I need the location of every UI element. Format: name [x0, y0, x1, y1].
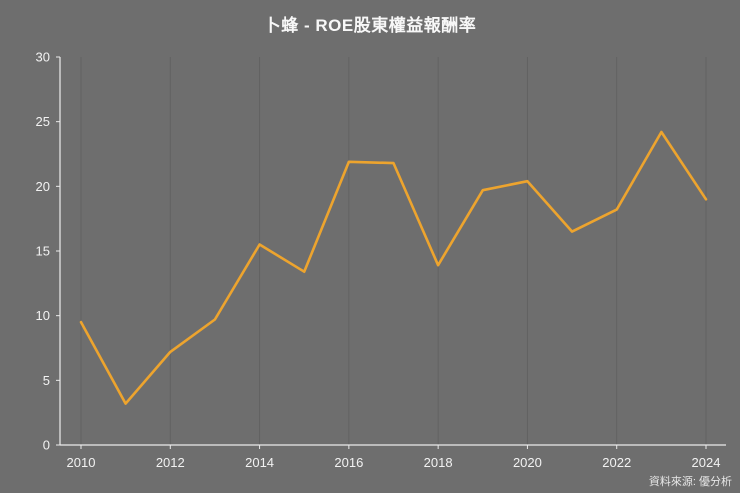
roe-line — [79, 130, 708, 405]
y-tick-label: 10 — [36, 308, 50, 323]
x-tick-label: 2010 — [67, 455, 96, 470]
y-tick-label: 5 — [43, 373, 50, 388]
x-tick-label: 2018 — [424, 455, 453, 470]
x-tick-label: 2014 — [245, 455, 274, 470]
y-tick-label: 30 — [36, 50, 50, 65]
x-tick-label: 2012 — [156, 455, 185, 470]
source-label: 資料來源: 優分析 — [648, 476, 732, 488]
x-tick-label: 2016 — [334, 455, 363, 470]
x-tick-label: 2022 — [602, 455, 631, 470]
y-tick-label: 0 — [43, 438, 50, 453]
y-tick-label: 25 — [36, 114, 50, 129]
x-tick-label: 2024 — [692, 455, 721, 470]
x-tick-label: 2020 — [513, 455, 542, 470]
chart-title: 卜蜂 - ROE股東權益報酬率 — [263, 16, 477, 35]
y-tick-label: 20 — [36, 179, 50, 194]
y-tick-label: 15 — [36, 244, 50, 259]
